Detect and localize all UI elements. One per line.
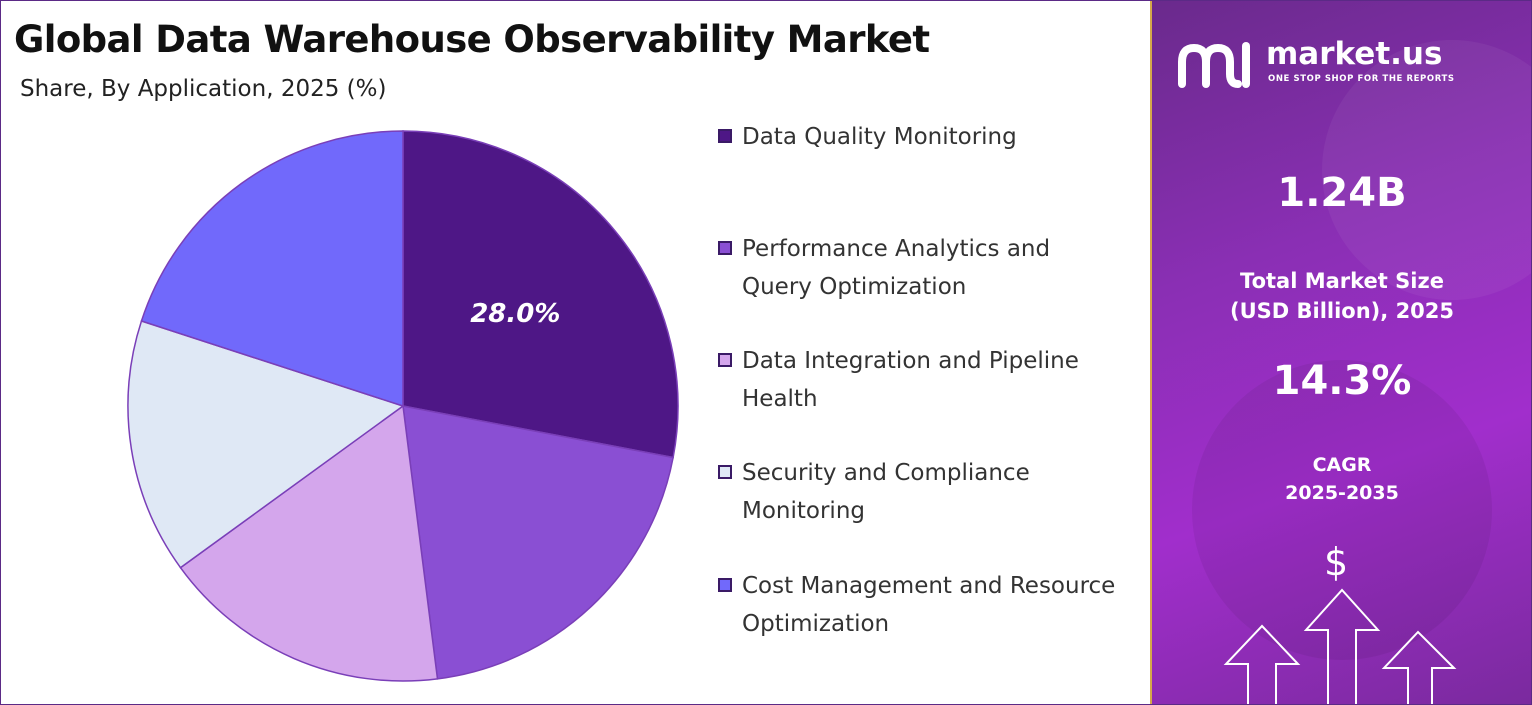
- legend-label: Data Quality Monitoring: [742, 124, 1017, 150]
- legend-item-data-integration: Data Integration and Pipeline Health: [718, 342, 1122, 418]
- market-size-value: 1.24B: [1277, 170, 1407, 216]
- legend-item-cost-management: Cost Management and Resource Optimizatio…: [718, 567, 1122, 643]
- pie-slice-3: [127, 320, 405, 569]
- background-decoration: [1192, 360, 1492, 660]
- market-size-label-line1: Total Market Size: [1240, 269, 1444, 293]
- pie-slice-2: [179, 404, 439, 682]
- summary-panel: market.us ONE STOP SHOP FOR THE REPORTS …: [1150, 0, 1532, 705]
- legend-label: Data Integration and Pipeline Health: [742, 348, 1079, 412]
- pie-data-label-0: 28.0%: [470, 299, 560, 329]
- pie-chart: 28.0%: [127, 130, 679, 682]
- cagr-value: 14.3%: [1272, 358, 1412, 404]
- pie-slice-1: [402, 405, 675, 680]
- market-size-label-line2: (USD Billion), 2025: [1229, 299, 1455, 323]
- legend-label: Performance Analytics and Query Optimiza…: [742, 236, 1051, 300]
- brand-tagline: ONE STOP SHOP FOR THE REPORTS: [1268, 74, 1455, 84]
- legend-item-security-compliance: Security and Compliance Monitoring: [718, 454, 1122, 530]
- pie-slice-0: [402, 130, 679, 459]
- legend-item-data-quality: Data Quality Monitoring: [718, 118, 1122, 156]
- chart-title: Global Data Warehouse Observability Mark…: [14, 18, 930, 61]
- cagr-label-line1: CAGR: [1312, 454, 1372, 476]
- legend-label: Cost Management and Resource Optimizatio…: [742, 573, 1116, 637]
- pie-slice-4: [140, 130, 404, 408]
- background-decoration: [1322, 40, 1532, 300]
- legend-swatch: [718, 129, 732, 143]
- chart-panel: Global Data Warehouse Observability Mark…: [14, 18, 1122, 682]
- growth-arrows-icon: [1223, 588, 1457, 705]
- legend-swatch: [718, 465, 732, 479]
- dollar-icon: $: [1324, 540, 1349, 584]
- brand-name: market.us: [1266, 36, 1443, 72]
- chart-subtitle: Share, By Application, 2025 (%): [20, 76, 387, 102]
- legend-label: Security and Compliance Monitoring: [742, 460, 1030, 524]
- legend-swatch: [718, 241, 732, 255]
- legend-swatch: [718, 578, 732, 592]
- market-us-logo-icon: [1178, 42, 1250, 88]
- legend-swatch: [718, 353, 732, 367]
- legend-item-performance-analytics: Performance Analytics and Query Optimiza…: [718, 230, 1122, 306]
- cagr-label-line2: 2025-2035: [1285, 482, 1399, 504]
